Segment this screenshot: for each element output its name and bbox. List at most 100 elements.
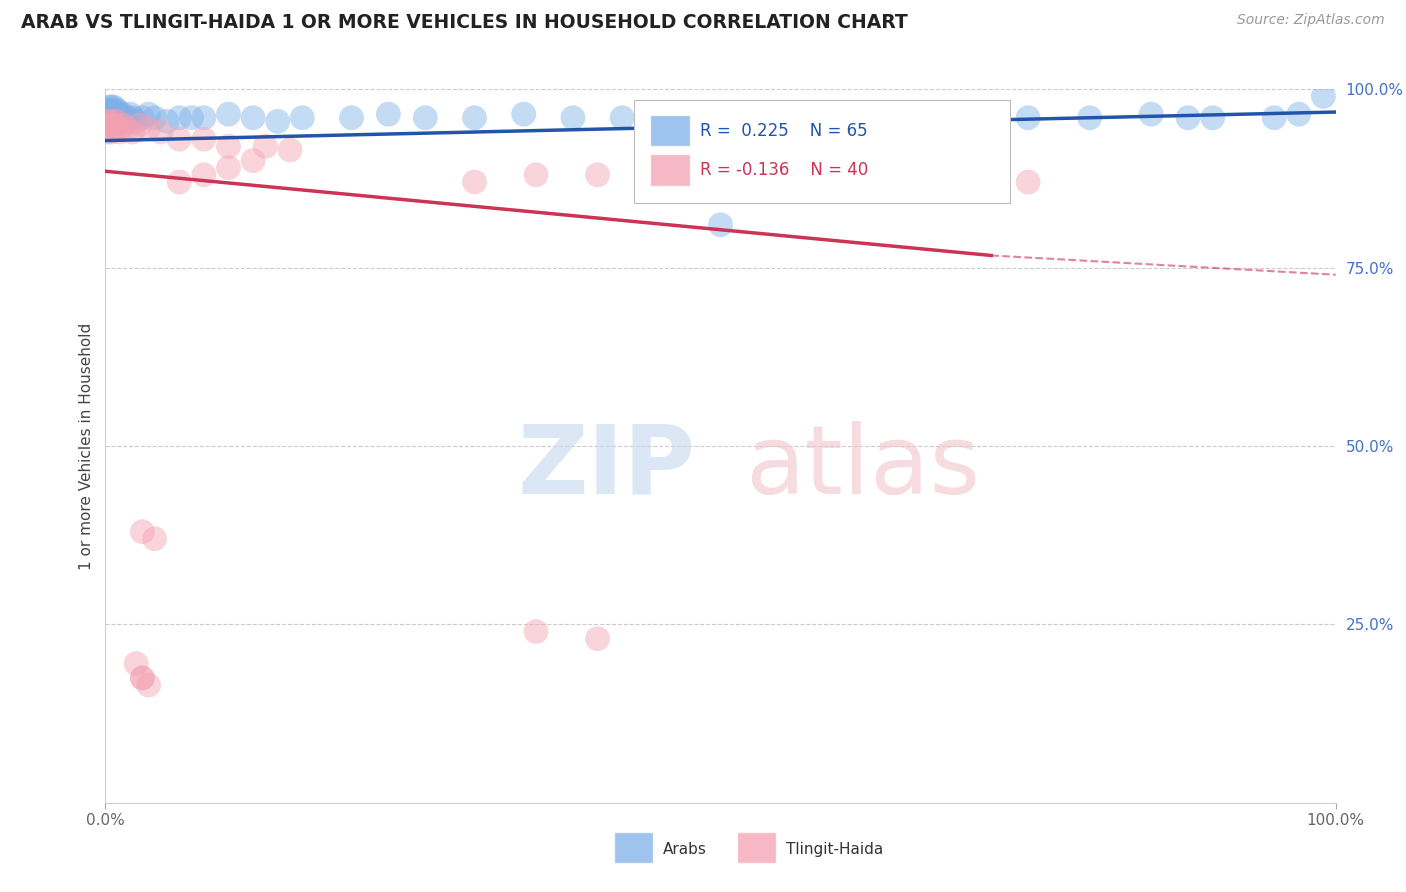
Point — [770, 111, 793, 125]
Text: R =  0.225    N = 65: R = 0.225 N = 65 — [700, 121, 868, 139]
FancyBboxPatch shape — [651, 115, 690, 146]
Point — [112, 118, 135, 132]
Point — [169, 175, 191, 189]
Point — [125, 657, 148, 671]
Text: Source: ZipAtlas.com: Source: ZipAtlas.com — [1237, 13, 1385, 28]
Point — [131, 111, 153, 125]
Point — [131, 671, 153, 685]
Point — [1078, 111, 1101, 125]
Point — [242, 153, 264, 168]
Point — [117, 121, 139, 136]
Point — [1140, 107, 1163, 121]
Point — [513, 107, 536, 121]
Point — [125, 114, 148, 128]
Point — [117, 111, 139, 125]
Point — [138, 678, 160, 692]
Point — [156, 114, 179, 128]
Point — [169, 132, 191, 146]
Point — [100, 107, 122, 121]
Point — [278, 143, 301, 157]
Point — [770, 175, 793, 189]
Point — [340, 111, 363, 125]
Point — [121, 125, 143, 139]
FancyBboxPatch shape — [737, 832, 776, 863]
Point — [242, 111, 264, 125]
Point — [97, 103, 120, 118]
Point — [291, 111, 314, 125]
Point — [98, 103, 122, 118]
Point — [648, 175, 671, 189]
Point — [218, 161, 240, 175]
Point — [98, 114, 121, 128]
Point — [110, 111, 132, 125]
Point — [894, 182, 917, 196]
Point — [129, 118, 152, 132]
Point — [98, 111, 122, 125]
Point — [149, 125, 172, 139]
Point — [1263, 111, 1285, 125]
Point — [111, 107, 134, 121]
Point — [562, 111, 585, 125]
Point — [120, 107, 141, 121]
Point — [98, 100, 121, 114]
Point — [143, 532, 166, 546]
Point — [218, 107, 240, 121]
Point — [105, 107, 128, 121]
Text: atlas: atlas — [745, 421, 980, 514]
Point — [956, 175, 979, 189]
Point — [105, 114, 128, 128]
Point — [610, 111, 633, 125]
Point — [586, 168, 609, 182]
Point — [110, 114, 132, 128]
Point — [1177, 111, 1199, 125]
Point — [377, 107, 399, 121]
Point — [100, 100, 122, 114]
Point — [100, 125, 122, 139]
Point — [103, 107, 125, 121]
Point — [108, 107, 131, 121]
Point — [131, 671, 153, 685]
Point — [101, 111, 124, 125]
Point — [100, 114, 122, 128]
Point — [100, 114, 122, 128]
Point — [1202, 111, 1225, 125]
Point — [710, 218, 733, 232]
Point — [104, 103, 127, 118]
Point — [105, 114, 128, 128]
Point — [1017, 111, 1039, 125]
Point — [1288, 107, 1310, 121]
Point — [104, 118, 127, 132]
Point — [267, 114, 290, 128]
Point — [98, 121, 121, 136]
Point — [104, 111, 127, 125]
Point — [107, 111, 129, 125]
Point — [101, 118, 124, 132]
Point — [464, 175, 486, 189]
Point — [138, 121, 160, 136]
Point — [97, 118, 120, 132]
FancyBboxPatch shape — [613, 832, 652, 863]
Point — [121, 111, 143, 125]
Point — [218, 139, 240, 153]
Point — [112, 111, 135, 125]
Point — [254, 139, 277, 153]
Text: ZIP: ZIP — [517, 421, 696, 514]
Point — [107, 121, 129, 136]
Point — [710, 175, 733, 189]
Point — [103, 114, 125, 128]
Point — [524, 624, 547, 639]
FancyBboxPatch shape — [651, 154, 690, 186]
FancyBboxPatch shape — [634, 100, 1010, 203]
Point — [415, 111, 437, 125]
Point — [143, 111, 166, 125]
Point — [110, 125, 132, 139]
Point — [193, 132, 215, 146]
Point — [103, 121, 125, 136]
Point — [193, 111, 215, 125]
Point — [464, 111, 486, 125]
Point — [131, 524, 153, 539]
Point — [114, 114, 136, 128]
Point — [661, 111, 683, 125]
Point — [1312, 89, 1334, 103]
Point — [96, 111, 118, 125]
